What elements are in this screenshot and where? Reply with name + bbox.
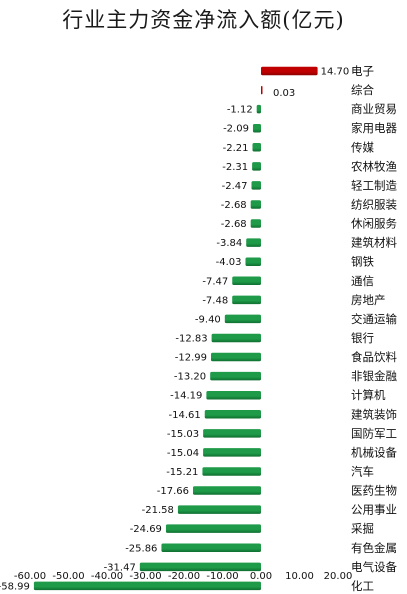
x-tick-label: 20.00 bbox=[324, 571, 353, 582]
bar-房地产 bbox=[232, 295, 261, 305]
category-label: 汽车 bbox=[351, 464, 374, 478]
value-label: -9.40 bbox=[195, 314, 221, 325]
bar-通信 bbox=[232, 276, 261, 286]
bar-采掘 bbox=[165, 524, 261, 533]
value-label: -2.68 bbox=[221, 219, 247, 230]
bar-家用电器 bbox=[252, 123, 261, 133]
bar-农林牧渔 bbox=[252, 162, 261, 171]
value-label: -58.99 bbox=[0, 581, 30, 592]
value-label: -2.09 bbox=[223, 124, 249, 135]
value-label: -2.31 bbox=[222, 162, 248, 173]
bar-银行 bbox=[211, 333, 261, 343]
x-tick-label: -40.00 bbox=[91, 571, 123, 582]
value-label: -3.84 bbox=[216, 238, 242, 249]
value-label: -25.86 bbox=[125, 543, 157, 554]
category-label: 建筑材料 bbox=[351, 236, 397, 250]
x-tick-label: -30.00 bbox=[129, 571, 161, 582]
x-tick-label: -50.00 bbox=[52, 571, 84, 582]
bar-综合 bbox=[261, 85, 263, 95]
category-label: 银行 bbox=[351, 331, 374, 345]
x-tick-label: -20.00 bbox=[168, 571, 200, 582]
category-label: 家用电器 bbox=[351, 121, 397, 135]
value-label: -12.83 bbox=[175, 333, 207, 344]
value-label: -1.12 bbox=[227, 105, 253, 116]
category-label: 综合 bbox=[351, 83, 374, 97]
category-label: 化工 bbox=[351, 579, 374, 593]
value-label: -2.68 bbox=[221, 200, 247, 211]
category-label: 农林牧渔 bbox=[351, 159, 397, 173]
value-label: -15.21 bbox=[166, 467, 198, 478]
bar-电气设备 bbox=[139, 562, 261, 572]
category-label: 电子 bbox=[351, 64, 374, 78]
category-label: 公用事业 bbox=[351, 503, 397, 517]
bar-休闲服务 bbox=[250, 219, 261, 228]
value-label: -7.48 bbox=[202, 295, 228, 306]
category-label: 传媒 bbox=[351, 140, 374, 154]
category-label: 有色金属 bbox=[351, 541, 397, 555]
bar-商业贸易 bbox=[256, 104, 261, 114]
category-label: 计算机 bbox=[351, 388, 386, 402]
category-label: 国防军工 bbox=[351, 426, 397, 440]
bar-建筑材料 bbox=[246, 238, 261, 247]
category-label: 电气设备 bbox=[351, 560, 397, 574]
value-label: -21.58 bbox=[142, 505, 174, 516]
bar-食品饮料 bbox=[210, 352, 261, 362]
bar-非银金融 bbox=[210, 371, 261, 381]
category-label: 医药生物 bbox=[351, 484, 397, 498]
category-label: 建筑装饰 bbox=[351, 407, 397, 421]
value-label: 0.03 bbox=[273, 88, 295, 99]
category-label: 通信 bbox=[351, 274, 374, 288]
bar-电子 bbox=[261, 66, 318, 76]
value-label: -31.47 bbox=[104, 562, 136, 573]
category-label: 轻工制造 bbox=[351, 178, 397, 192]
x-tick-label: 0.00 bbox=[250, 571, 272, 582]
value-label: -17.66 bbox=[157, 486, 189, 497]
category-label: 机械设备 bbox=[351, 445, 397, 459]
category-label: 纺织服装 bbox=[351, 197, 397, 211]
value-label: -12.99 bbox=[175, 353, 207, 364]
category-label: 非银金融 bbox=[351, 369, 397, 383]
category-label: 房地产 bbox=[351, 293, 386, 307]
bar-纺织服装 bbox=[250, 200, 261, 209]
bar-交通运输 bbox=[224, 314, 261, 324]
value-label: 14.70 bbox=[321, 67, 350, 78]
category-label: 钢铁 bbox=[351, 255, 374, 269]
category-label: 休闲服务 bbox=[351, 217, 397, 231]
category-label: 食品饮料 bbox=[351, 350, 397, 364]
value-label: -2.21 bbox=[223, 143, 249, 154]
bar-医药生物 bbox=[193, 486, 261, 495]
value-label: -2.47 bbox=[222, 181, 248, 192]
value-label: -14.61 bbox=[169, 410, 201, 421]
bar-机械设备 bbox=[203, 448, 261, 457]
category-label: 交通运输 bbox=[351, 312, 397, 326]
x-tick-label: 10.00 bbox=[285, 571, 314, 582]
bar-轻工制造 bbox=[251, 181, 261, 190]
bar-汽车 bbox=[202, 467, 261, 476]
bar-化工 bbox=[33, 581, 261, 591]
bar-钢铁 bbox=[245, 257, 261, 266]
bar-传媒 bbox=[252, 143, 261, 152]
category-label: 商业贸易 bbox=[351, 102, 397, 116]
x-tick-label: -60.00 bbox=[14, 571, 46, 582]
bar-国防军工 bbox=[203, 429, 261, 438]
chart-title: 行业主力资金净流入额(亿元) bbox=[62, 8, 345, 32]
value-label: -14.19 bbox=[170, 391, 202, 402]
value-label: -4.03 bbox=[216, 257, 242, 268]
value-label: -7.47 bbox=[202, 276, 228, 287]
value-label: -13.20 bbox=[174, 372, 206, 383]
bar-有色金属 bbox=[161, 543, 261, 552]
bar-计算机 bbox=[206, 390, 261, 400]
category-label: 采掘 bbox=[351, 522, 374, 536]
value-label: -15.03 bbox=[167, 429, 199, 440]
value-label: -15.04 bbox=[167, 448, 199, 459]
value-label: -24.69 bbox=[130, 524, 162, 535]
bar-建筑装饰 bbox=[204, 410, 261, 419]
x-tick-label: -10.00 bbox=[206, 571, 238, 582]
bar-公用事业 bbox=[177, 505, 261, 514]
